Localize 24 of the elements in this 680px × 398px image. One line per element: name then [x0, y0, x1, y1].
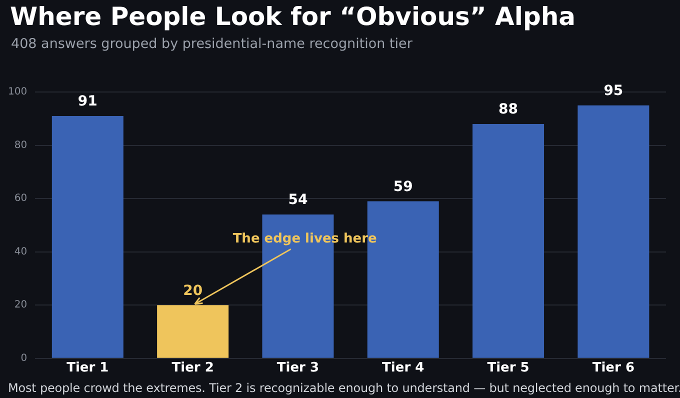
- text: Most people crowd the extremes. Tier 2 is recognizable enough to understand — but neglected enough to matter.: [8, 381, 680, 395]
- x-tick-label: Tier 3: [276, 360, 320, 376]
- x-tick-label: Tier 5: [487, 360, 530, 376]
- bar: [52, 116, 124, 358]
- x-tick-label: Tier 6: [592, 360, 634, 376]
- data-label: 95: [604, 82, 624, 99]
- y-tick-label: 60: [14, 193, 28, 204]
- x-tick-label: Tier 2: [172, 360, 214, 376]
- data-label: 20: [183, 282, 203, 299]
- data-label: 54: [288, 192, 308, 208]
- data-label: 91: [78, 94, 98, 110]
- y-tick-label: 40: [14, 246, 28, 258]
- chart-title: Where People Look for “Obvious” Alpha: [10, 2, 576, 31]
- x-tick-label: Tier 4: [382, 360, 424, 376]
- chart-subtitle: 408 answers grouped by presidential-name recognition tier: [11, 36, 412, 52]
- y-tick-label: 0: [20, 352, 28, 364]
- x-tick-label: Tier 1: [66, 360, 109, 376]
- bar: [472, 124, 544, 358]
- bar: [578, 105, 650, 358]
- y-tick-label: 100: [8, 86, 28, 98]
- data-label: 59: [393, 178, 413, 195]
- data-label: 88: [498, 102, 518, 118]
- y-tick-label: 20: [14, 300, 28, 311]
- y-tick-label: 80: [14, 140, 28, 151]
